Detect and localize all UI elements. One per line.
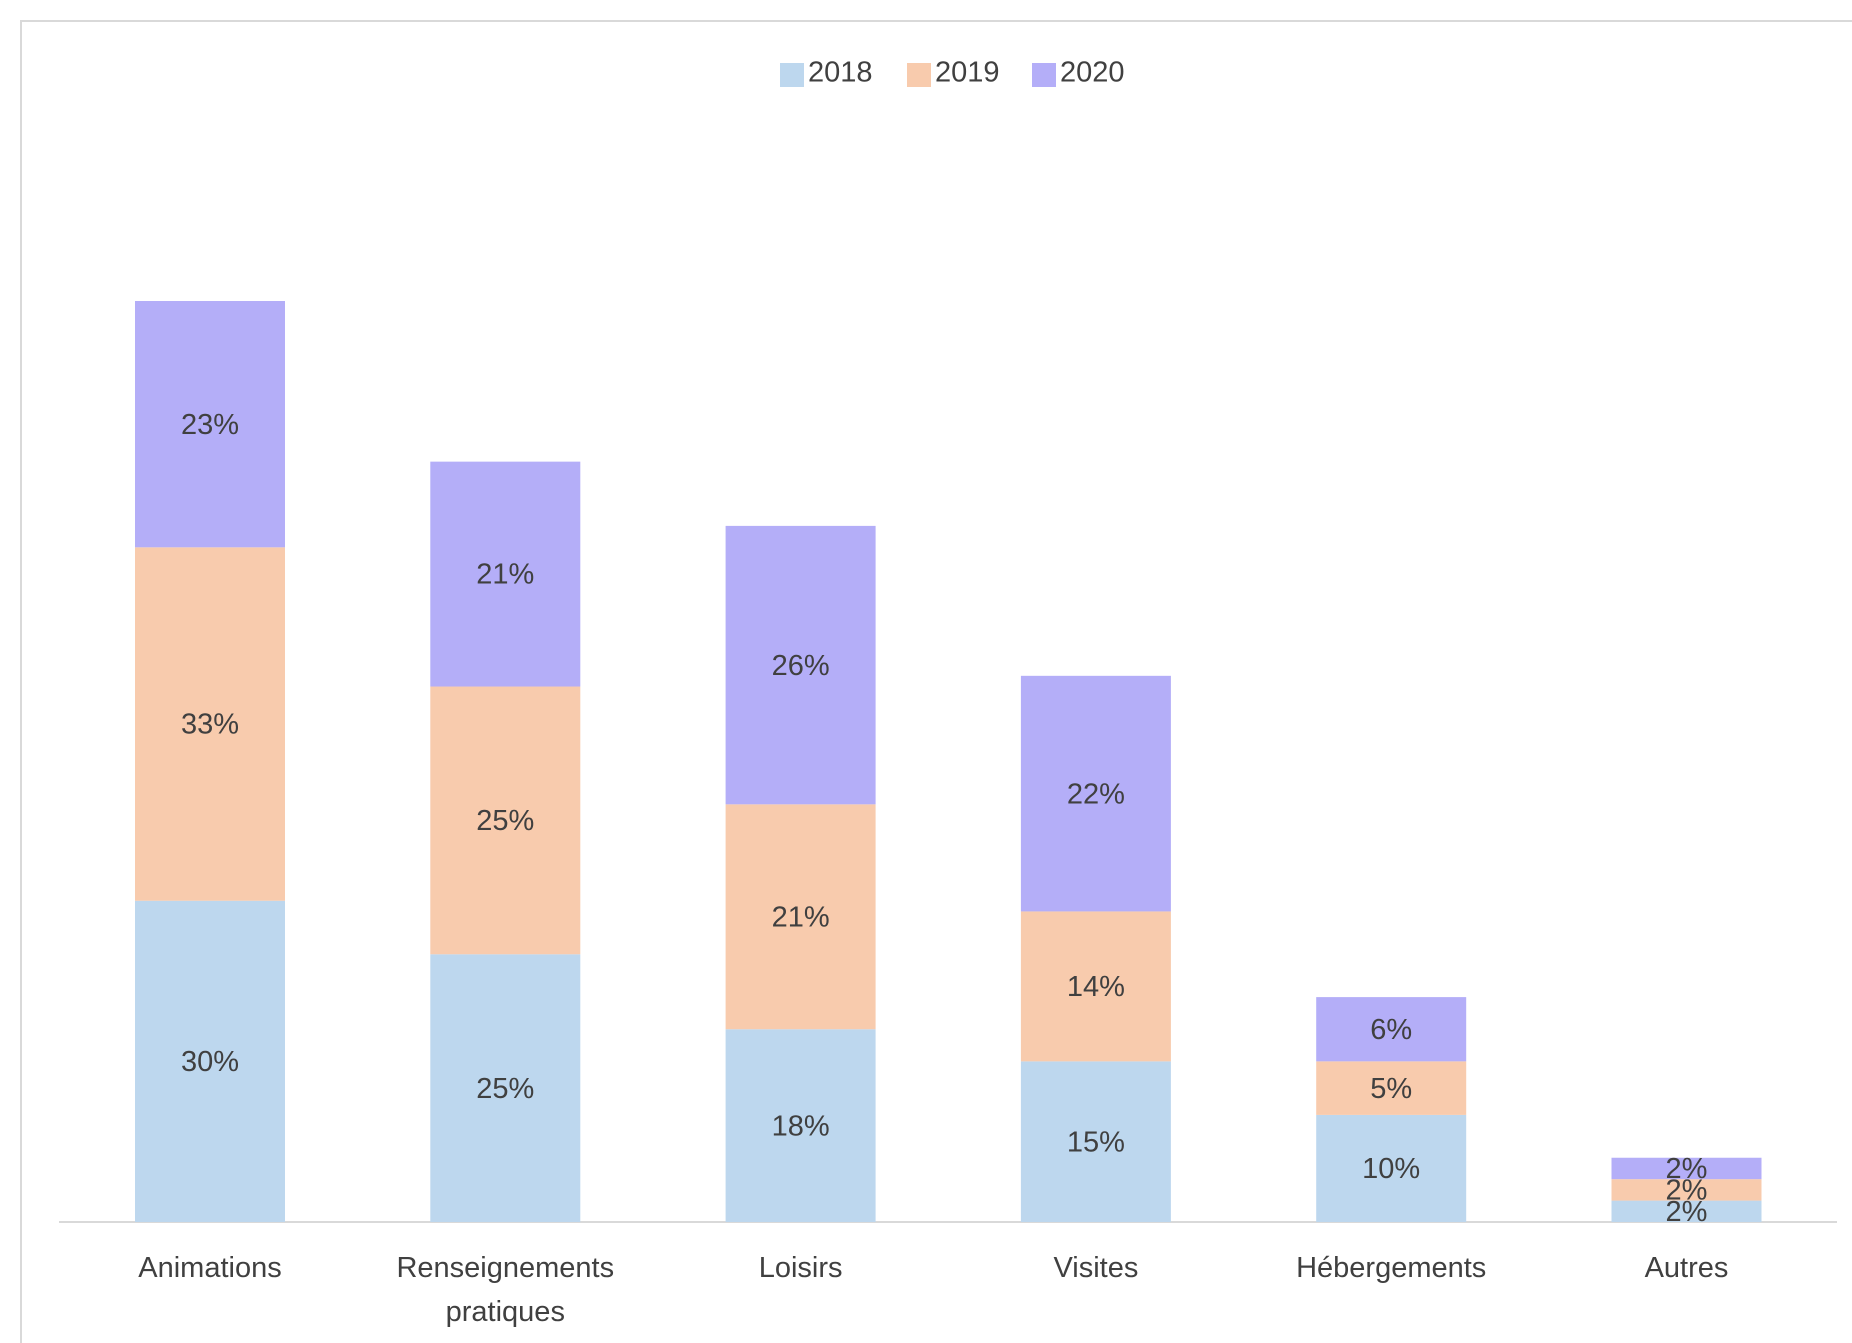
legend-label: 2018 — [808, 57, 873, 89]
legend-label: 2019 — [935, 57, 1000, 89]
data-label: 26% — [772, 650, 830, 682]
bar-segment — [1020, 911, 1171, 1062]
data-label: 33% — [181, 709, 239, 741]
bar-segment — [1020, 675, 1171, 912]
data-label: 2% — [1666, 1153, 1708, 1185]
bar-segment — [430, 461, 581, 687]
bar-segment — [1316, 997, 1467, 1062]
bar-segment — [725, 804, 876, 1030]
bar-segment — [1316, 1114, 1467, 1222]
data-label: 6% — [1370, 1014, 1412, 1046]
bar-segment — [135, 301, 285, 548]
chart-frame — [20, 20, 1852, 1343]
legend-swatch — [1032, 63, 1056, 87]
bar-segment — [135, 547, 285, 901]
data-label: 21% — [772, 901, 830, 933]
legend-swatch — [780, 63, 804, 87]
bar-segment — [1611, 1179, 1762, 1201]
data-label: 2% — [1666, 1175, 1708, 1207]
bar-segment — [1020, 1061, 1171, 1222]
data-label: 22% — [1067, 778, 1125, 810]
bar-segment — [135, 900, 285, 1222]
legend-swatch — [907, 63, 931, 87]
data-label: 30% — [181, 1046, 239, 1078]
x-tick-label: Animations — [138, 1252, 282, 1284]
legend-label: 2020 — [1060, 57, 1125, 89]
bar-segment — [430, 686, 581, 955]
bar-segment — [725, 1029, 876, 1222]
bar-segment — [1316, 1061, 1467, 1115]
data-label: 23% — [181, 409, 239, 441]
data-label: 5% — [1370, 1073, 1412, 1105]
x-tick-label: Loisirs — [758, 1252, 843, 1284]
bar-segment — [725, 525, 876, 805]
x-tick-label: Renseignements pratiques — [396, 1252, 615, 1328]
data-label: 25% — [476, 1073, 534, 1105]
data-label: 10% — [1362, 1153, 1420, 1185]
x-tick-label: Hébergements — [1296, 1252, 1487, 1284]
bar-segment — [430, 954, 581, 1222]
bar-segment — [1611, 1157, 1762, 1180]
data-label: 2% — [1666, 1196, 1708, 1228]
x-tick-label: Autres — [1644, 1252, 1729, 1284]
data-label: 15% — [1067, 1126, 1125, 1158]
x-tick-label: Visites — [1053, 1252, 1139, 1284]
data-label: 25% — [476, 805, 534, 837]
data-label: 21% — [476, 559, 534, 591]
bar-segment — [1611, 1200, 1762, 1222]
data-label: 14% — [1067, 971, 1125, 1003]
data-label: 18% — [772, 1110, 830, 1142]
